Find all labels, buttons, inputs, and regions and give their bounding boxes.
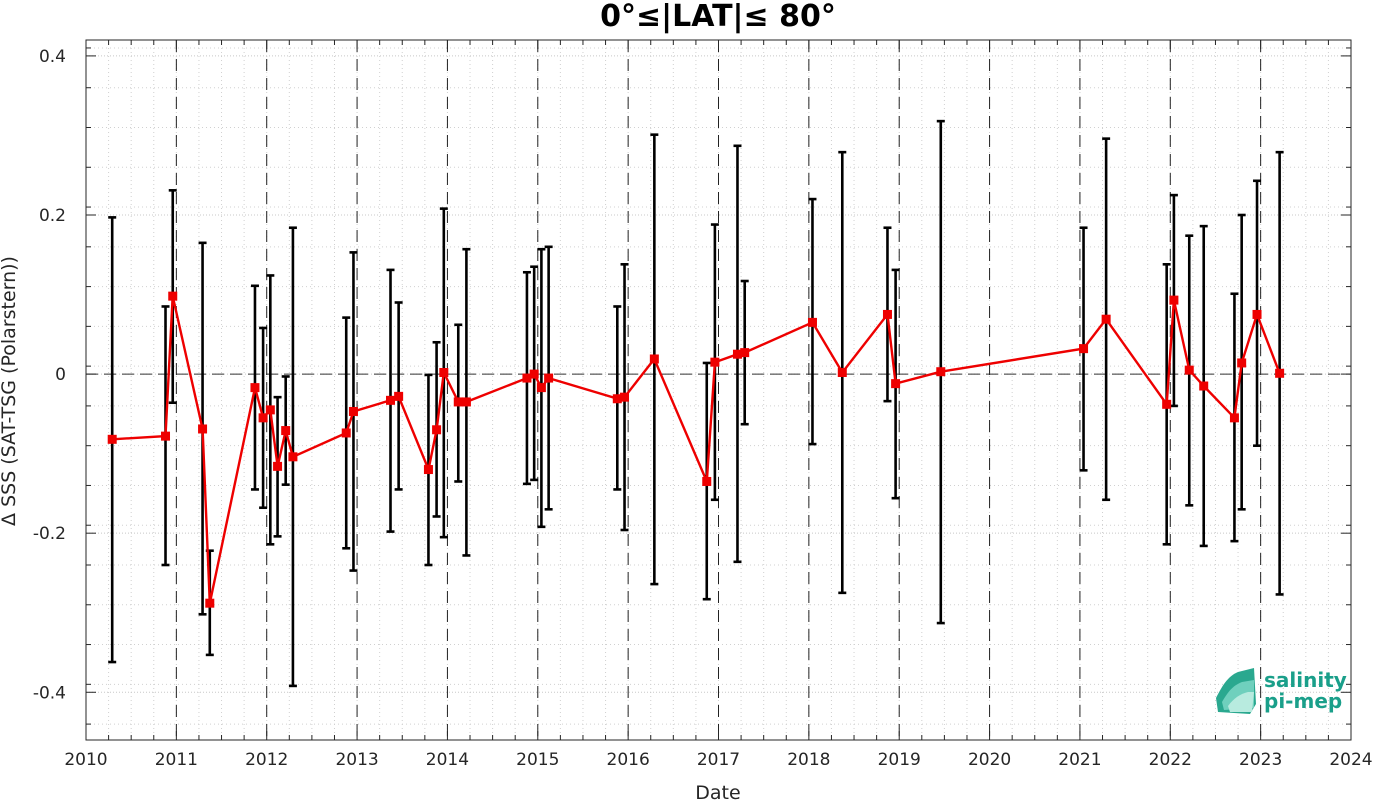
data-point	[1237, 358, 1247, 368]
data-point	[273, 461, 283, 471]
x-tick-label: 2019	[878, 750, 921, 770]
x-tick-label: 2010	[64, 750, 107, 770]
data-point	[936, 367, 946, 377]
data-point	[198, 424, 208, 434]
logo-line2: pi-mep	[1264, 689, 1342, 713]
salinity-pi-mep-logo: salinity pi-mep	[1216, 668, 1347, 714]
x-tick-label: 2024	[1329, 750, 1372, 770]
data-point	[341, 428, 351, 438]
x-tick-label: 2015	[516, 750, 559, 770]
data-point	[461, 397, 471, 407]
data-point	[288, 452, 298, 462]
series-markers	[107, 291, 1285, 608]
data-point	[740, 348, 750, 358]
data-point	[168, 291, 178, 301]
data-point	[250, 383, 260, 393]
data-point	[1079, 344, 1089, 354]
data-point	[386, 395, 396, 405]
x-tick-label: 2012	[245, 750, 288, 770]
y-tick-label: -0.2	[33, 524, 66, 544]
data-point	[649, 354, 659, 364]
error-bars	[108, 119, 1284, 688]
major-grid	[86, 55, 1351, 693]
data-point	[1252, 309, 1262, 319]
x-tick-label: 2020	[968, 750, 1011, 770]
data-point	[281, 426, 291, 436]
data-point	[529, 369, 539, 379]
x-tick-label: 2011	[155, 750, 198, 770]
data-point	[394, 391, 404, 401]
y-tick-label: -0.4	[33, 683, 66, 703]
x-axis-label: Date	[695, 782, 740, 801]
x-tick-label: 2017	[697, 750, 740, 770]
data-point	[453, 397, 463, 407]
logo-line1: salinity	[1264, 668, 1347, 692]
data-point	[536, 383, 546, 393]
data-point	[423, 465, 433, 475]
data-point	[710, 357, 720, 367]
x-tick-label: 2021	[1058, 750, 1101, 770]
x-tick-label: 2016	[607, 750, 650, 770]
series-line	[112, 295, 1281, 604]
x-tick-label: 2023	[1239, 750, 1282, 770]
data-point	[205, 598, 215, 608]
x-tick-labels: 2010 2011 2012 2013 2014 2015 2016 2017 2018 2019…	[64, 750, 1372, 770]
data-point	[348, 406, 358, 416]
data-point	[432, 425, 442, 435]
x-tick-label: 2022	[1149, 750, 1192, 770]
data-point	[891, 379, 901, 389]
data-point	[258, 413, 268, 423]
data-point	[620, 392, 630, 402]
y-tick-label: 0.4	[39, 47, 66, 67]
chart-title: 0°≤|LAT|≤ 80°	[600, 0, 836, 34]
data-point	[702, 476, 712, 486]
logo-wave-icon	[1216, 668, 1256, 714]
year-marker-lines	[175, 40, 1262, 740]
data-point	[1184, 365, 1194, 375]
data-point	[107, 434, 117, 444]
x-tick-label: 2013	[335, 750, 378, 770]
data-point	[439, 368, 449, 377]
data-point	[807, 317, 817, 327]
data-point	[1275, 368, 1285, 378]
data-point	[1229, 413, 1239, 423]
data-point	[1199, 381, 1209, 391]
data-point	[882, 309, 892, 319]
x-tick-label: 2014	[426, 750, 469, 770]
data-point	[1162, 399, 1172, 409]
y-axis-label: Δ SSS (SAT-TSG (Polarstern))	[0, 256, 20, 526]
data-point	[837, 368, 847, 377]
y-tick-label: 0	[55, 365, 66, 385]
y-tick-labels: 0.4 0.2 0 -0.2 -0.4	[33, 47, 66, 703]
y-tick-label: 0.2	[39, 206, 66, 226]
axis-ticks	[85, 40, 1352, 740]
x-tick-label: 2018	[787, 750, 830, 770]
data-point	[161, 431, 171, 441]
data-point	[1101, 314, 1111, 324]
data-point	[544, 373, 554, 383]
data-point	[265, 405, 275, 415]
data-point	[1169, 295, 1179, 305]
